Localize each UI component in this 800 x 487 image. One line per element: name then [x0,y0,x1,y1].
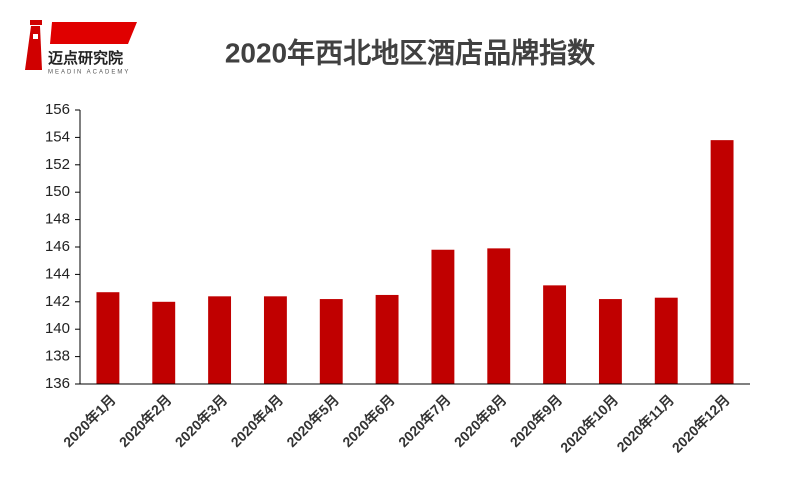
bar [319,299,343,384]
chart-title: 2020年西北地区酒店品牌指数 [225,36,596,68]
y-tick-label: 152 [45,156,70,173]
logo-window [33,34,38,39]
bar [487,248,511,384]
y-tick-label: 138 [45,348,70,365]
y-tick-label: 146 [45,238,70,255]
bar [263,296,287,384]
y-tick-label: 148 [45,211,70,228]
logo-name: 迈点研究院 [48,49,123,67]
y-tick-label: 150 [45,183,70,200]
y-tick-label: 154 [45,128,70,145]
logo-banner [50,22,137,44]
x-tick-label: 2020年11月 [613,391,677,455]
x-tick-label: 2020年3月 [172,391,231,450]
x-tick-label: 2020年12月 [669,391,733,455]
logo: 迈点研究院 MEADIN ACADEMY [25,20,137,76]
x-tick-label: 2020年5月 [283,391,342,450]
x-tick-label: 2020年6月 [339,391,398,450]
logo-tower [25,26,42,70]
y-tick-label: 136 [45,375,70,392]
x-tick-label: 2020年10月 [557,391,621,455]
y-tick-label: 156 [45,101,70,118]
x-tick-label: 2020年2月 [116,391,175,450]
bar [710,140,734,384]
bar [152,301,176,384]
bar [654,297,678,384]
x-tick-label: 2020年9月 [507,391,566,450]
logo-subtitle: MEADIN ACADEMY [48,70,130,76]
bar [543,285,567,384]
y-tick-label: 142 [45,293,70,310]
bar [598,299,622,384]
bar [431,249,455,384]
x-tick-label: 2020年7月 [395,391,454,450]
bar [375,294,399,384]
y-tick-label: 144 [45,265,70,282]
y-tick-label: 140 [45,320,70,337]
x-tick-label: 2020年8月 [451,391,510,450]
x-tick-label: 2020年4月 [228,391,287,450]
logo-lamp [30,20,42,25]
x-tick-label: 2020年1月 [60,391,119,450]
bar [208,296,232,384]
bar [96,292,120,384]
